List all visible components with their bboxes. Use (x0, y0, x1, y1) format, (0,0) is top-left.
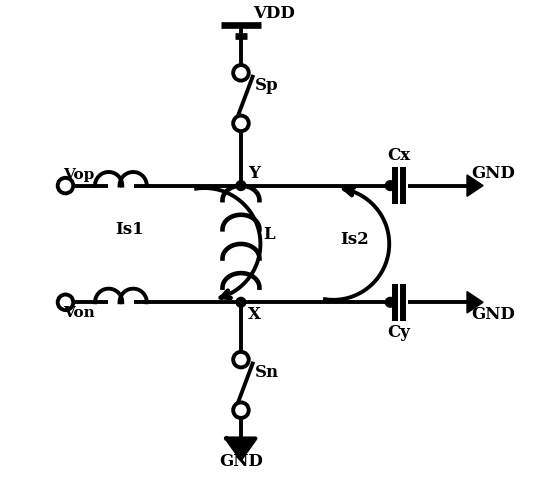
Text: Sn: Sn (255, 364, 279, 381)
Circle shape (386, 181, 395, 190)
Circle shape (233, 115, 249, 131)
Text: Cy: Cy (388, 324, 410, 341)
Text: Is2: Is2 (340, 230, 370, 247)
Polygon shape (467, 175, 483, 196)
Circle shape (233, 402, 249, 418)
Circle shape (236, 181, 246, 190)
Circle shape (58, 295, 73, 310)
Circle shape (58, 178, 73, 193)
Text: L: L (263, 225, 274, 243)
Polygon shape (467, 292, 483, 313)
Polygon shape (227, 438, 256, 459)
Text: GND: GND (219, 453, 263, 470)
Text: Von: Von (64, 306, 95, 320)
Circle shape (236, 298, 246, 307)
Text: GND: GND (471, 165, 515, 182)
Text: Cx: Cx (387, 147, 410, 164)
Text: Sp: Sp (255, 77, 278, 94)
Circle shape (233, 65, 249, 81)
Text: GND: GND (471, 306, 515, 323)
Text: VDD: VDD (253, 5, 295, 22)
Text: Vop: Vop (64, 168, 95, 182)
Text: Is1: Is1 (115, 221, 144, 238)
Text: X: X (248, 306, 261, 323)
Text: Y: Y (248, 165, 260, 182)
Circle shape (386, 298, 395, 307)
Circle shape (233, 352, 249, 367)
